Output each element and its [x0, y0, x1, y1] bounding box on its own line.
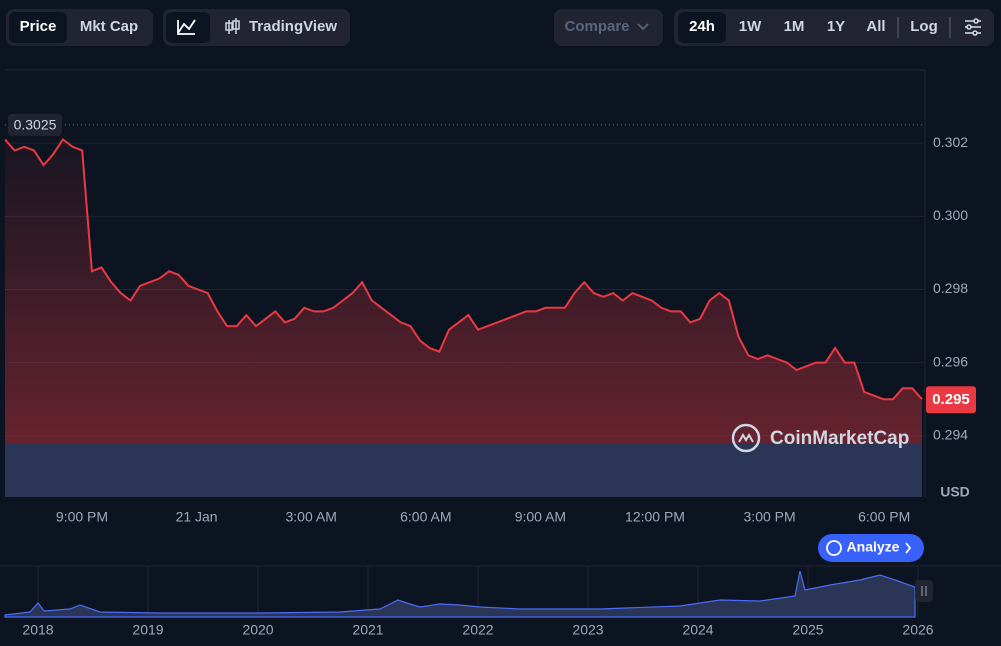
x-tick-label: 3:00 AM	[286, 509, 337, 525]
active-button	[9, 12, 67, 43]
y-tick-label: 0.294	[933, 427, 968, 443]
x-tick-label: 9:00 AM	[515, 509, 566, 525]
navigator-label: 2022	[462, 622, 493, 638]
navigator-label: 2019	[132, 622, 163, 638]
compare-label: Compare	[564, 18, 629, 35]
mktcap-button[interactable]: Mkt Cap	[80, 18, 138, 35]
last-price-label: 0.295	[932, 391, 970, 408]
navigator-label: 2026	[902, 622, 933, 638]
tradingview-button[interactable]: TradingView	[249, 18, 337, 35]
navigator-label: 2023	[572, 622, 603, 638]
navigator: 2018 2019 2020 2021 2022 2023 2024 2025 2026	[22, 566, 934, 638]
x-tick-label: 6:00 AM	[400, 509, 451, 525]
range-button[interactable]: 1W	[739, 18, 762, 35]
range-button[interactable]: 1Y	[827, 18, 845, 35]
navigator-label: 2020	[242, 622, 273, 638]
analyze-button[interactable]	[818, 534, 924, 562]
navigator-label: 2025	[792, 622, 823, 638]
x-tick-label: 12:00 PM	[625, 509, 685, 525]
y-tick-label: 0.298	[933, 280, 968, 296]
high-label: 0.3025	[14, 117, 57, 133]
chevron	[637, 23, 649, 31]
range-button[interactable]: All	[866, 18, 885, 35]
x-tick-label: 6:00 PM	[858, 509, 910, 525]
y-unit: USD	[940, 484, 970, 500]
candle-icon	[225, 18, 240, 34]
watermark: CoinMarketCap	[770, 428, 909, 449]
analyze-label: Analyze	[847, 539, 900, 555]
volume-bars	[5, 443, 922, 497]
price-button[interactable]: Price	[20, 18, 57, 35]
analyze-chevron	[905, 542, 912, 554]
y-tick-label: 0.302	[933, 134, 968, 150]
navigator-label: 2021	[352, 622, 383, 638]
navigator-handle[interactable]	[915, 580, 933, 602]
y-tick-label: 0.300	[933, 207, 968, 223]
navigator-label: 2018	[22, 622, 53, 638]
last-price-box	[926, 386, 976, 414]
log-button[interactable]: Log	[910, 18, 938, 35]
range-group	[674, 9, 994, 46]
analyze-icon	[826, 540, 842, 556]
navigator-area	[4, 570, 916, 618]
high-label-box	[8, 113, 62, 136]
x-tick-label: 3:00 PM	[744, 509, 796, 525]
plot: 0.294 0.296 0.298 0.300 0.302 0.3025 0.295 9:00…	[4, 113, 976, 525]
logo	[731, 423, 761, 453]
x-tick-label: 21 Jan	[176, 509, 218, 525]
range-button[interactable]: 1M	[784, 18, 805, 35]
line-icon	[177, 19, 196, 35]
active-range	[678, 12, 726, 43]
range-button[interactable]: 24h	[689, 18, 715, 35]
y-tick-label: 0.296	[933, 353, 968, 369]
logo-mark	[738, 433, 754, 443]
price-line	[4, 138, 923, 401]
settings-button[interactable]	[965, 18, 981, 36]
navigator-label: 2024	[682, 622, 713, 638]
compare-button[interactable]	[554, 9, 663, 46]
x-tick-label: 9:00 PM	[56, 509, 108, 525]
area-fill	[5, 139, 922, 443]
